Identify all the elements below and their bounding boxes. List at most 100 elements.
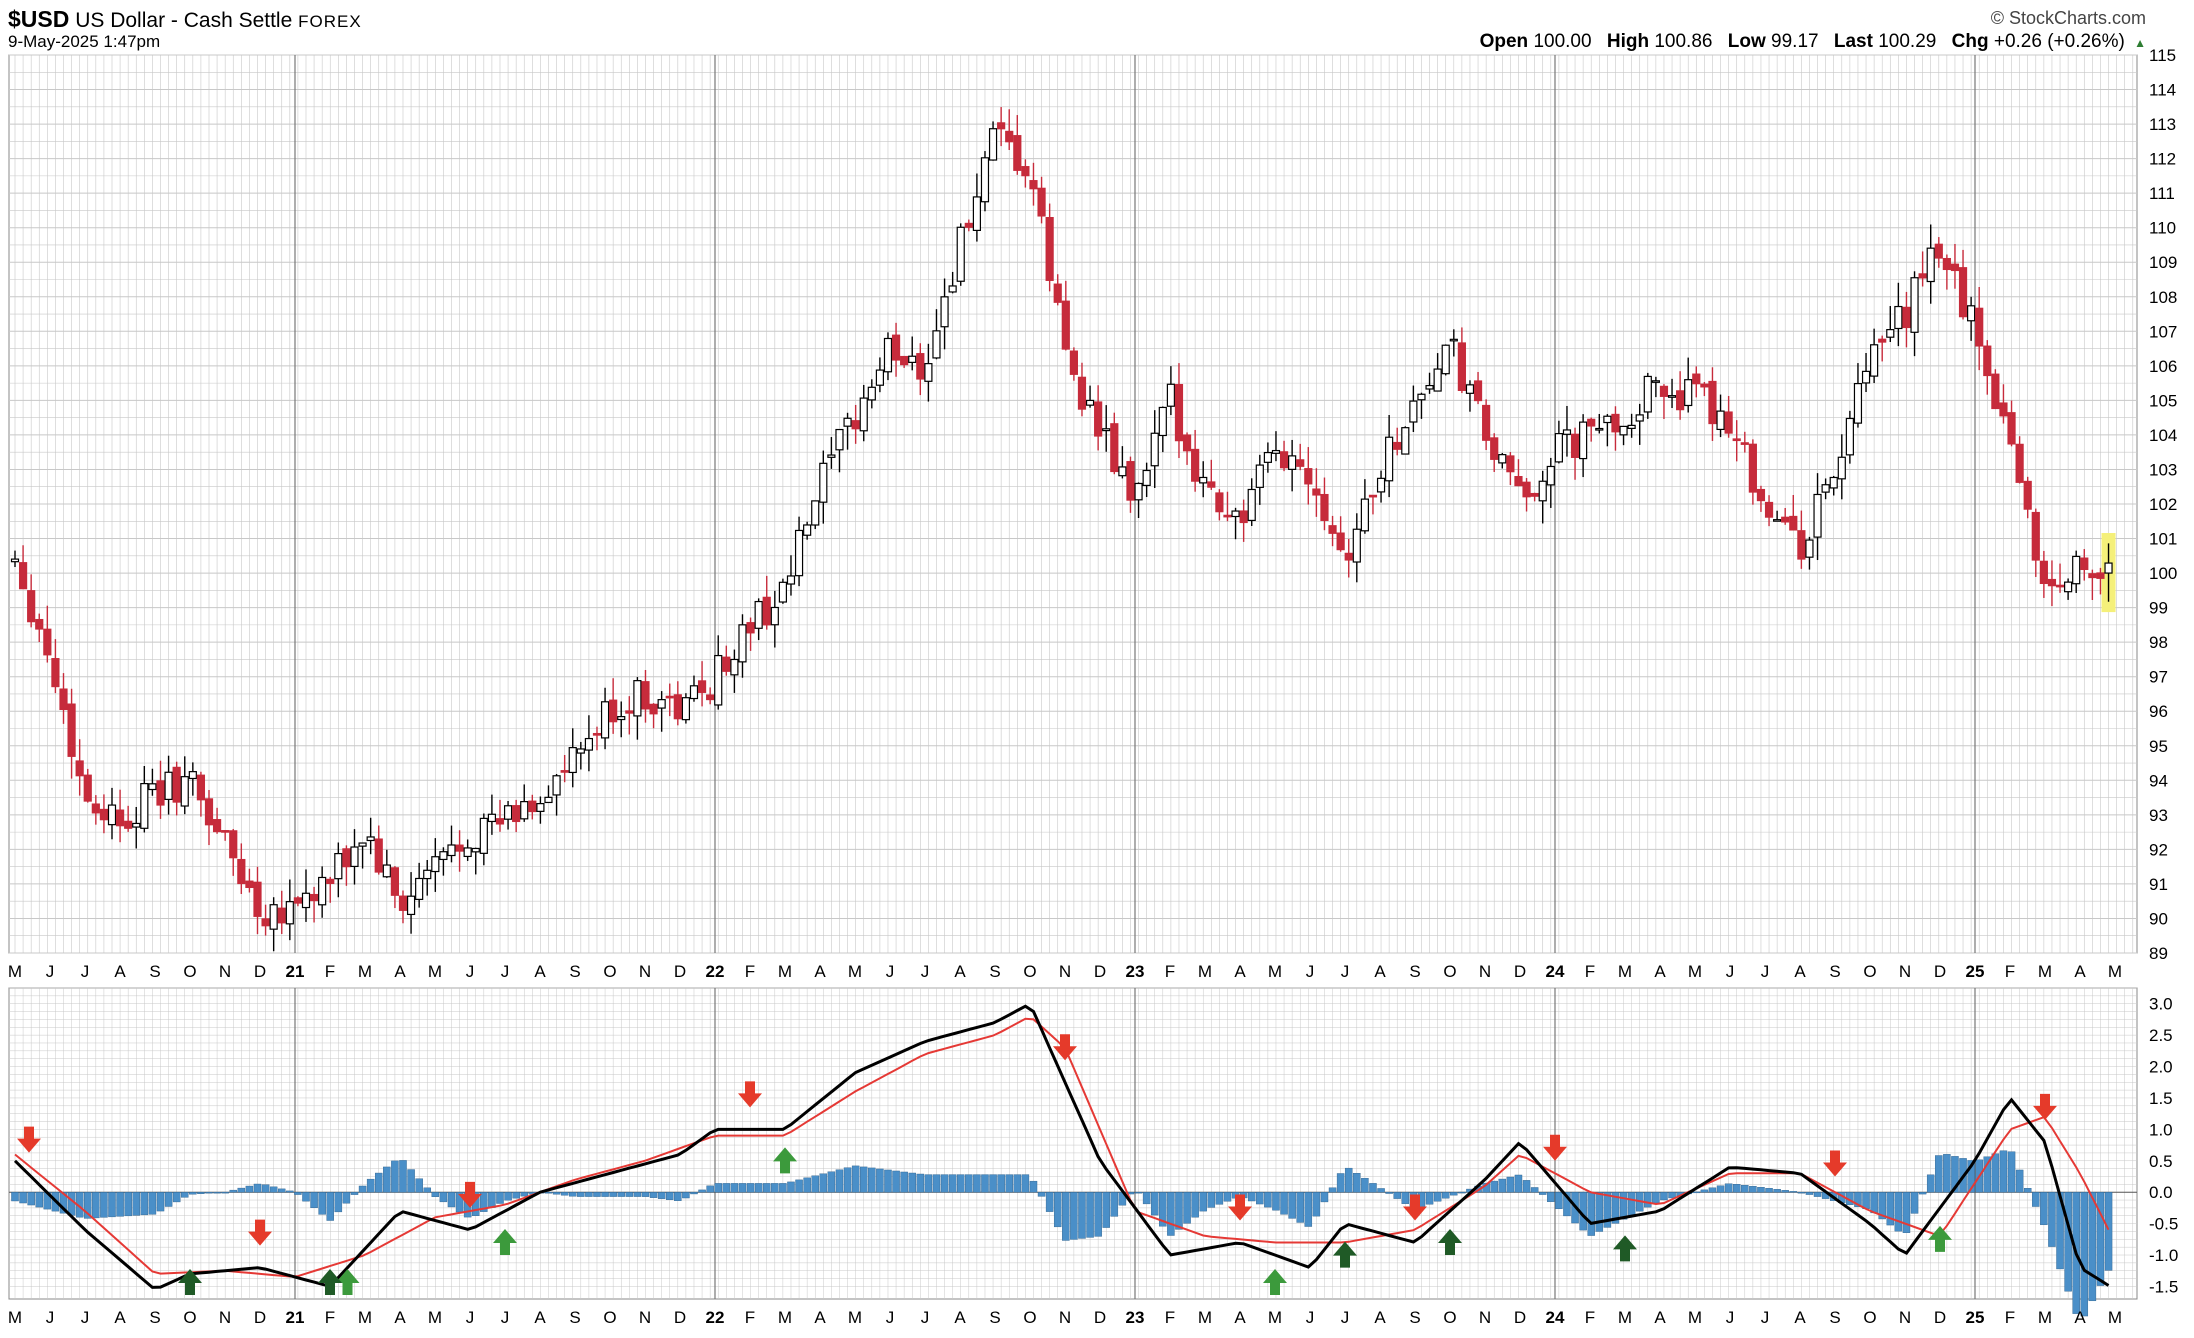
histogram-bar (253, 1183, 262, 1193)
price-y-tick-label: 94 (2149, 771, 2168, 790)
candle-body (1667, 395, 1677, 398)
candle-body (649, 703, 658, 715)
candle-body (164, 771, 173, 800)
candle-body (916, 353, 925, 380)
histogram-bar (892, 1170, 900, 1193)
macd-panel[interactable]: 3.0 2.5 2.0 1.5 1.0 0.5 0.0 -0.5 -1.0 -1.5 (8, 987, 2178, 1317)
candle (1676, 371, 1685, 420)
histogram-bar (738, 1183, 747, 1193)
candle (1821, 478, 1830, 500)
histogram-bar (1926, 1174, 1935, 1193)
candle (495, 799, 505, 832)
candle-body (1433, 368, 1442, 392)
candle-body (1643, 375, 1652, 413)
histogram-bar (245, 1185, 254, 1193)
candle-body (2039, 560, 2048, 585)
price-panel[interactable]: 89 90 91 92 93 94 95 96 97 98 99 100 101 102 103 104 105… (8, 46, 2177, 963)
histogram-bar (932, 1174, 941, 1193)
candle-body (1797, 530, 1806, 560)
candle-body (520, 801, 529, 820)
candle (382, 849, 391, 878)
candle-body (1619, 425, 1628, 436)
histogram-bar (1506, 1176, 1515, 1193)
candle-body (1393, 441, 1402, 450)
candle (633, 677, 642, 740)
price-x-tick-label: F (1165, 962, 1175, 981)
macd-x-tick-label: O (603, 1308, 616, 1327)
buy-signal-arrow (1263, 1269, 1287, 1295)
price-x-tick-label: M (778, 962, 792, 981)
histogram-bar (940, 1174, 949, 1193)
candle (1716, 394, 1725, 438)
candle (1271, 431, 1281, 462)
histogram-bar (924, 1174, 933, 1193)
candle (1740, 431, 1749, 453)
candle-body (1045, 216, 1054, 281)
candle (1061, 280, 1070, 351)
candle (1102, 405, 1111, 452)
candle-body (1514, 476, 1523, 487)
buy-signal-arrow (773, 1147, 797, 1174)
candle-body (859, 397, 868, 432)
candle-body (253, 881, 262, 917)
candle (229, 828, 238, 876)
up-arrow-icon (773, 1147, 797, 1174)
candle-body (1635, 414, 1644, 422)
candle-body (35, 618, 44, 630)
candle-body (1126, 461, 1135, 501)
up-arrow-icon (1438, 1229, 1462, 1256)
candle (1579, 414, 1588, 478)
histogram-bar (843, 1167, 852, 1193)
price-x-tick-label: S (149, 962, 160, 981)
candle-body (261, 918, 270, 927)
candle (859, 384, 868, 442)
candle (1950, 243, 1960, 289)
buy-signal-arrow-dark (1333, 1241, 1357, 1268)
candle-body (1223, 514, 1232, 518)
candle-body (1611, 413, 1620, 433)
candle-body (851, 420, 860, 430)
candle-body (1886, 329, 1895, 338)
macd-x-tick-label: N (1899, 1308, 1911, 1327)
histogram-bar (334, 1191, 343, 1213)
candle (1142, 462, 1151, 498)
candle-body (681, 697, 691, 721)
histogram-bar (1102, 1191, 1110, 1228)
candle-body (964, 222, 973, 228)
candle (1659, 384, 1669, 419)
brand-logo[interactable]: © StockCharts.com (1990, 8, 2146, 28)
candle-body (1441, 344, 1450, 375)
candle (1514, 459, 1523, 487)
buy-signal-arrow-dark (178, 1269, 202, 1295)
macd-x-tick-label: D (254, 1308, 266, 1327)
candle (1473, 371, 1483, 405)
candle (1554, 420, 1563, 464)
candle-body (1102, 428, 1111, 432)
histogram-bar (657, 1191, 666, 1199)
sell-signal-arrow (458, 1181, 482, 1208)
candle (697, 661, 707, 707)
candle-body (1700, 383, 1709, 388)
histogram-bar (197, 1191, 205, 1194)
candle-body (439, 851, 448, 861)
macd-plot-area (8, 987, 2138, 1300)
candle-body (1134, 482, 1143, 501)
candle (1886, 306, 1895, 343)
candle-body (875, 369, 884, 386)
candle-body (778, 581, 787, 603)
histogram-bar (746, 1183, 755, 1193)
histogram-bar (1207, 1191, 1216, 1208)
price-x-tick-label: J (1726, 962, 1735, 981)
candle-body (1708, 380, 1717, 425)
macd-x-tick-label: J (81, 1308, 90, 1327)
histogram-bar (1514, 1174, 1523, 1193)
price-x-tick-label: F (2005, 962, 2015, 981)
price-x-tick-label: 24 (1546, 962, 1565, 981)
macd-x-tick-label: M (2108, 1308, 2122, 1327)
macd-x-tick-label: F (1165, 1308, 1175, 1327)
candle-body (1570, 433, 1580, 458)
histogram-bar (423, 1187, 431, 1193)
candle (2023, 476, 2032, 519)
candle (75, 739, 84, 796)
candle (59, 673, 68, 724)
